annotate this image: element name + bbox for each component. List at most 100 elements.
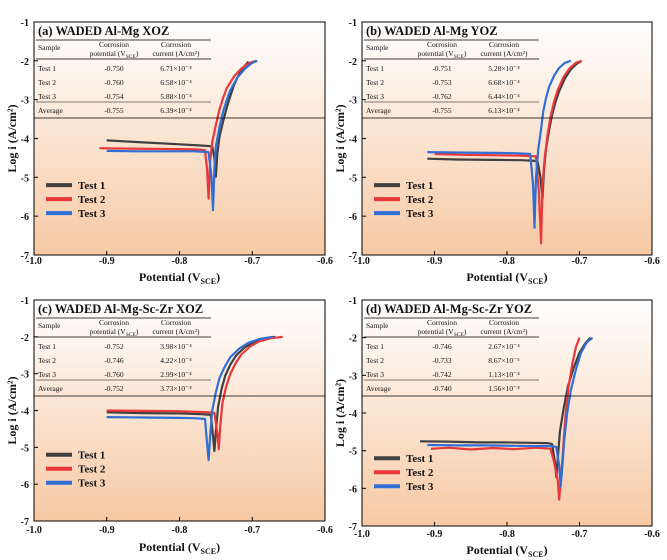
series-line-test-2 bbox=[434, 59, 583, 245]
series-line-test-1 bbox=[106, 335, 276, 453]
table-cell-sample: Average bbox=[366, 106, 392, 115]
series-line-test-2 bbox=[430, 337, 581, 501]
table-cell-sample: Average bbox=[366, 384, 392, 393]
table-cell-current: 3.73×10⁻⁴ bbox=[160, 384, 192, 393]
table-cell-sample: Test 3 bbox=[366, 370, 384, 379]
table-cell-potential: -0.746 bbox=[432, 342, 452, 351]
table-cell-sample: Test 1 bbox=[38, 342, 56, 351]
table-cell-sample: Test 1 bbox=[366, 64, 384, 73]
y-tick-label: -4 bbox=[349, 409, 357, 420]
legend-label-test-3: Test 3 bbox=[78, 208, 106, 220]
y-tick-label: -3 bbox=[21, 96, 29, 107]
table-cell-current: 1.56×10⁻⁴ bbox=[488, 384, 520, 393]
y-tick-label: -2 bbox=[349, 57, 357, 68]
table-cell-sample: Test 2 bbox=[38, 356, 56, 365]
y-tick-label: -1 bbox=[21, 296, 29, 307]
table-header-sample: Sample bbox=[38, 43, 61, 52]
table-cell-current: 5.28×10⁻⁴ bbox=[488, 64, 520, 73]
table-cell-current: 4.22×10⁻⁴ bbox=[160, 356, 192, 365]
plot-background bbox=[362, 300, 652, 526]
table-header-potential: Corrosion bbox=[427, 318, 457, 327]
table-header-potential: Corrosion bbox=[99, 318, 129, 327]
plot-background bbox=[34, 22, 325, 255]
panel-a: -1.0 -0.9 -0.8 -0.7 -0.6 -1 -2 -3 -4 -5 -6 -7 (a) WA… bbox=[5, 18, 333, 286]
x-tick-label: -0.6 bbox=[644, 256, 660, 267]
table-cell-sample: Test 1 bbox=[366, 342, 384, 351]
table-cell-current: 6.68×10⁻⁴ bbox=[488, 78, 520, 87]
table-header-current-unit: current (A/cm²) bbox=[152, 327, 200, 336]
y-tick-label: -5 bbox=[349, 173, 357, 184]
table-cell-current: 6.13×10⁻⁴ bbox=[488, 106, 520, 115]
table-cell-current: 5.88×10⁻⁴ bbox=[160, 92, 192, 101]
table-cell-sample: Test 3 bbox=[366, 92, 384, 101]
x-tick-label: -0.7 bbox=[572, 256, 588, 267]
x-tick-label: -0.8 bbox=[499, 256, 515, 267]
table-cell-current: 8.67×10⁻⁵ bbox=[488, 356, 520, 365]
table-header-sample: Sample bbox=[366, 321, 389, 330]
y-tick-label: -3 bbox=[21, 370, 29, 381]
table-cell-current: 6.71×10⁻⁴ bbox=[160, 64, 192, 73]
y-tick-label: -6 bbox=[21, 212, 29, 223]
x-tick-label: -0.8 bbox=[499, 529, 515, 540]
y-axis-label: Log i (A/cm²) bbox=[333, 104, 347, 172]
y-axis-label: Log i (A/cm²) bbox=[333, 379, 347, 447]
y-tick-label: -4 bbox=[21, 135, 29, 146]
x-tick-label: -0.7 bbox=[244, 525, 260, 536]
x-tick-label: -0.6 bbox=[317, 256, 333, 267]
series-line-test-3 bbox=[427, 59, 572, 229]
table-header-potential-unit: potential (VSCE) bbox=[90, 327, 139, 338]
series-line-test-3 bbox=[106, 59, 258, 212]
x-axis-label: Potential (VSCE) bbox=[139, 540, 220, 556]
table-header-current: Corrosion bbox=[161, 318, 191, 327]
table-cell-potential: -0.760 bbox=[104, 370, 124, 379]
table-header-potential-unit: potential (VSCE) bbox=[418, 327, 467, 338]
x-axis-label: Potential (VSCE) bbox=[466, 270, 547, 286]
table-header-potential: Corrosion bbox=[99, 40, 129, 49]
table-cell-current: 3.98×10⁻⁴ bbox=[160, 342, 192, 351]
x-tick-label: -0.8 bbox=[172, 256, 188, 267]
plot-background bbox=[362, 22, 652, 255]
table-header-sample: Sample bbox=[38, 321, 61, 330]
table-cell-potential: -0.751 bbox=[432, 64, 452, 73]
table-cell-sample: Average bbox=[38, 106, 64, 115]
legend-label-test-3: Test 3 bbox=[78, 478, 106, 490]
table-cell-sample: Average bbox=[38, 384, 64, 393]
table-cell-potential: -0.762 bbox=[432, 92, 452, 101]
series-line-test-3 bbox=[427, 336, 594, 488]
table-cell-potential: -0.755 bbox=[432, 106, 452, 115]
x-tick-label: -1.0 bbox=[26, 525, 42, 536]
y-axis-label: Log i (A/cm²) bbox=[5, 104, 19, 172]
table-cell-current: 6.58×10⁻⁴ bbox=[160, 78, 192, 87]
x-axis-label: Potential (VSCE) bbox=[466, 543, 547, 559]
panel-d: -1.0 -0.9 -0.8 -0.7 -0.6 -1 -2 -3 -4 -5 -6 -7 (d) WA… bbox=[333, 296, 660, 559]
x-tick-label: -0.9 bbox=[427, 256, 443, 267]
series-line-test-3 bbox=[106, 335, 273, 462]
table-header-potential-unit: potential (VSCE) bbox=[90, 49, 139, 60]
legend-label-test-2: Test 2 bbox=[406, 467, 434, 479]
table-header-current: Corrosion bbox=[489, 40, 519, 49]
table-header-current-unit: current (A/cm²) bbox=[480, 327, 528, 336]
table-cell-current: 2.67×10⁻⁴ bbox=[488, 342, 520, 351]
table-cell-potential: -0.742 bbox=[432, 370, 452, 379]
y-tick-label: -5 bbox=[349, 447, 357, 458]
table-cell-potential: -0.752 bbox=[104, 342, 124, 351]
table-header-current: Corrosion bbox=[161, 40, 191, 49]
y-tick-label: -7 bbox=[349, 251, 357, 262]
y-tick-label: -6 bbox=[349, 212, 357, 223]
y-tick-label: -2 bbox=[349, 334, 357, 345]
table-cell-potential: -0.760 bbox=[104, 78, 124, 87]
legend-label-test-2: Test 2 bbox=[78, 464, 106, 476]
series-line-test-2 bbox=[106, 335, 283, 451]
y-tick-label: -7 bbox=[21, 517, 29, 528]
legend-label-test-1: Test 1 bbox=[78, 450, 105, 462]
table-cell-potential: -0.750 bbox=[104, 64, 124, 73]
y-tick-label: -6 bbox=[21, 480, 29, 491]
table-cell-current: 6.39×10⁻⁴ bbox=[160, 106, 192, 115]
y-tick-label: -7 bbox=[349, 522, 357, 533]
y-tick-label: -4 bbox=[21, 407, 29, 418]
y-tick-label: -2 bbox=[21, 333, 29, 344]
x-tick-label: -0.6 bbox=[317, 525, 333, 536]
table-cell-sample: Test 3 bbox=[38, 370, 56, 379]
y-tick-label: -1 bbox=[349, 296, 357, 307]
